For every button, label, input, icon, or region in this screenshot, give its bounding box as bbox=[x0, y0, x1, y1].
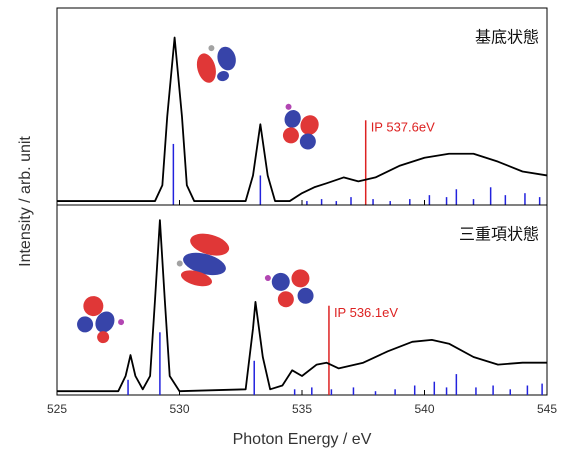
spectrum-line bbox=[57, 36, 548, 202]
ip-label: IP 536.1eV bbox=[334, 305, 398, 320]
x-tick-label: 545 bbox=[537, 402, 557, 416]
spectrum-line bbox=[57, 219, 547, 393]
ip-label: IP 537.6eV bbox=[371, 120, 435, 135]
y-axis-title: Intensity / arb. unit bbox=[17, 136, 34, 267]
panel-label: 三重項状態 bbox=[459, 225, 539, 244]
plot-layer: IP 537.6eV 基底状態 525 530 535 540 545 IP 536.1eV 三… bbox=[17, 7, 557, 448]
panel-label: 基底状態 bbox=[475, 28, 539, 47]
x-tick-label: 535 bbox=[292, 402, 312, 416]
x-tick-label: 540 bbox=[414, 402, 434, 416]
molecule-icons bbox=[77, 45, 319, 344]
x-tick-label: 525 bbox=[47, 402, 67, 416]
x-tick-label: 530 bbox=[169, 402, 189, 416]
panel-frame bbox=[56, 7, 548, 206]
x-axis-title: Photon Energy / eV bbox=[233, 431, 372, 448]
